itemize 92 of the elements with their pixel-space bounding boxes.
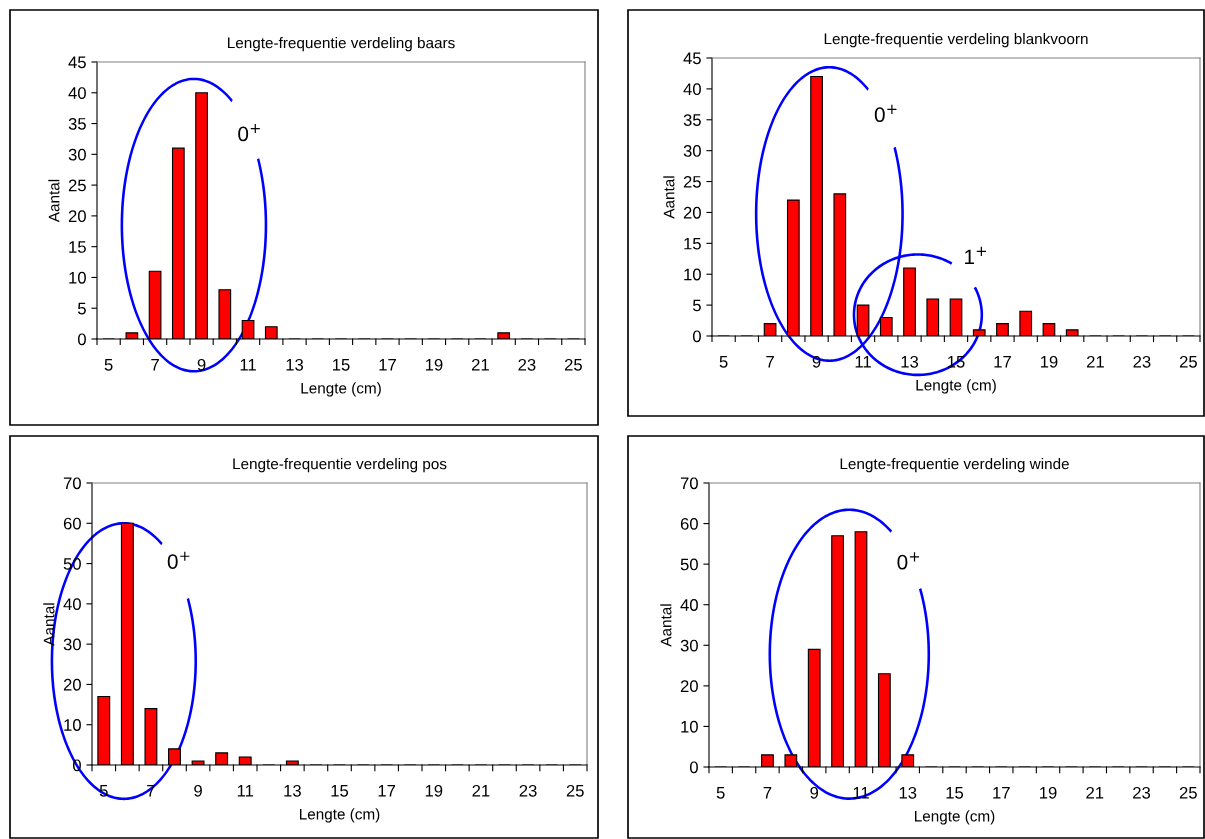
y-tick-label: 0	[692, 330, 701, 343]
y-tick-label: 45	[68, 56, 86, 69]
annotation: 0$^{+}$	[897, 552, 920, 570]
y-tick-label: 40	[683, 83, 701, 96]
x-tick-label: 13	[899, 786, 917, 799]
y-tick-label: 30	[63, 638, 81, 651]
x-tick-label: 17	[379, 359, 396, 371]
y-tick-label: 15	[684, 237, 701, 250]
x-tick-label: 21	[1086, 786, 1104, 799]
y-tick-label: 35	[683, 114, 701, 126]
x-tick-label: 11	[237, 785, 254, 797]
y-tick-label: 10	[69, 271, 86, 284]
x-tick-label: 17	[994, 356, 1011, 368]
x-tick-label: 15	[946, 787, 964, 799]
x-tick-label: 25	[566, 784, 584, 797]
y-tick-label: 70	[680, 477, 698, 490]
annotation: 0$^{+}$	[167, 551, 190, 569]
x-tick-label: 13	[286, 358, 304, 371]
y-tick-label: 25	[68, 179, 86, 192]
annotation: 0$^{+}$	[874, 104, 897, 123]
x-tick-label: 11	[853, 787, 869, 799]
y-axis-title: Aantal	[663, 176, 675, 219]
x-tick-label: 7	[763, 787, 772, 799]
y-tick-label: 60	[63, 517, 81, 530]
chart-title: Lengte-frequentie verdeling blankvoorn	[824, 33, 1088, 48]
y-tick-label: 10	[681, 720, 698, 733]
y-tick-label: 30	[680, 639, 698, 652]
y-tick-label: 0	[77, 333, 86, 346]
x-tick-label: 7	[151, 359, 159, 371]
y-tick-label: 35	[68, 117, 86, 130]
x-tick-label: 5	[716, 787, 725, 799]
y-axis-title: Aantal	[48, 179, 60, 223]
annotation: 0$^{+}$	[238, 123, 260, 142]
x-tick-label: 23	[1133, 355, 1151, 368]
chart-title: Lengte-frequentie verdeling baars	[228, 37, 455, 52]
x-tick-label: 21	[472, 784, 490, 797]
x-tick-label: 17	[378, 785, 396, 797]
x-tick-label: 17	[993, 787, 1010, 799]
x-tick-label: 13	[901, 355, 919, 368]
y-tick-label: 20	[683, 206, 701, 219]
y-tick-label: 20	[68, 210, 86, 223]
x-tick-label: 25	[564, 358, 582, 371]
y-axis-title: Aantal	[43, 603, 55, 646]
y-tick-label: 60	[680, 517, 698, 530]
x-tick-label: 9	[810, 786, 819, 799]
y-tick-label: 20	[680, 680, 698, 693]
y-tick-label: 15	[69, 241, 86, 253]
y-tick-label: 40	[680, 599, 698, 611]
x-tick-label: 11	[855, 356, 871, 368]
x-tick-label: 7	[766, 356, 774, 368]
y-tick-label: 40	[68, 87, 86, 99]
y-tick-label: 30	[683, 145, 701, 157]
y-tick-label: 30	[68, 148, 86, 161]
x-tick-label: 21	[1087, 355, 1104, 368]
y-tick-label: 10	[684, 268, 701, 281]
x-axis-title: Lengte (cm)	[300, 808, 380, 823]
x-tick-label: 19	[425, 784, 443, 797]
x-tick-label: 9	[812, 355, 821, 368]
y-tick-label: 5	[692, 299, 701, 312]
x-tick-label: 9	[194, 784, 202, 797]
x-axis-title: Lengte (cm)	[916, 379, 996, 394]
x-tick-label: 9	[197, 358, 206, 371]
x-tick-label: 19	[1040, 355, 1058, 368]
x-tick-label: 21	[472, 358, 489, 371]
x-tick-label: 19	[1040, 786, 1057, 799]
chart-title: Lengte-frequentie verdeling pos	[233, 458, 447, 473]
x-axis-title: Lengte (cm)	[915, 810, 995, 825]
y-tick-label: 10	[64, 719, 81, 731]
x-tick-label: 25	[1179, 355, 1197, 368]
y-tick-label: 25	[683, 175, 701, 188]
x-tick-label: 19	[425, 358, 443, 371]
x-tick-label: 5	[104, 359, 113, 371]
x-tick-label: 25	[1179, 786, 1197, 799]
x-axis-title: Lengte (cm)	[301, 382, 381, 397]
x-tick-label: 15	[331, 785, 349, 797]
annotation: 1$^{+}$	[965, 246, 986, 264]
y-tick-label: 0	[689, 761, 698, 774]
x-tick-label: 23	[519, 784, 537, 797]
y-tick-label: 20	[63, 678, 81, 691]
y-tick-label: 40	[63, 598, 81, 611]
x-tick-label: 11	[240, 359, 256, 371]
x-tick-label: 23	[518, 358, 536, 371]
y-tick-label: 5	[77, 302, 86, 315]
y-tick-label: 70	[63, 477, 81, 490]
y-tick-label: 50	[680, 558, 698, 571]
chart-title: Lengte-frequentie verdeling winde	[840, 458, 1069, 473]
x-tick-label: 15	[333, 359, 350, 371]
x-tick-label: 23	[1133, 786, 1151, 799]
x-tick-label: 13	[284, 784, 301, 797]
y-axis-title: Aantal	[660, 604, 672, 647]
y-tick-label: 45	[683, 52, 701, 65]
x-tick-label: 5	[719, 356, 728, 368]
